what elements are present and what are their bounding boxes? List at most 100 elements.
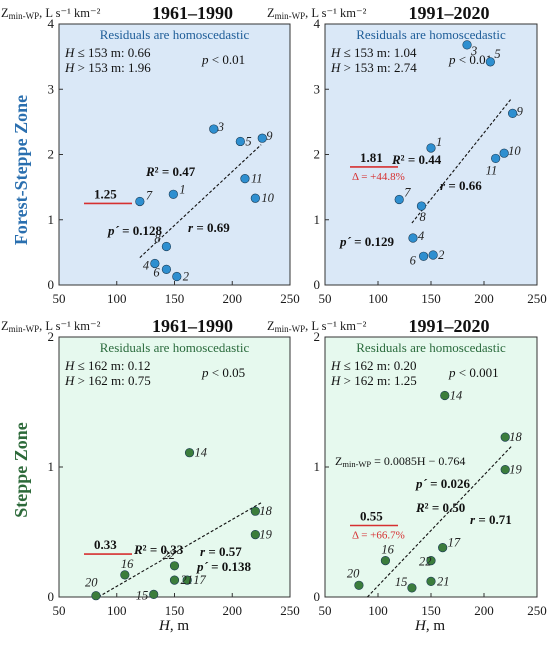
p-prime: p´ = 0.129	[339, 234, 395, 249]
point-label: 16	[121, 557, 134, 571]
y-tick-label: 2	[48, 329, 55, 344]
x-axis-label: H, m	[158, 618, 189, 634]
r-squared: R² = 0.44	[391, 152, 442, 167]
zone-label-steppe: Steppe Zone	[11, 422, 31, 518]
data-point	[491, 153, 501, 164]
split-stat-line: H > 153 m: 2.74	[330, 60, 417, 75]
data-point	[161, 241, 172, 252]
residuals-note: Residuals are homoscedastic	[100, 27, 250, 42]
y-tick-label: 1	[314, 212, 321, 227]
data-point	[394, 194, 404, 205]
y-axis-label: Zmin-WP, L s⁻¹ km⁻²	[1, 6, 101, 21]
point-label: 2	[438, 248, 444, 262]
point-label: 21	[181, 573, 194, 587]
x-tick-label: 250	[527, 603, 547, 618]
x-tick-label: 200	[474, 603, 494, 618]
data-point	[257, 133, 267, 143]
x-tick-label: 250	[527, 291, 547, 306]
y-tick-label: 3	[314, 81, 321, 96]
data-point	[235, 136, 245, 147]
split-p-value: p < 0.01	[201, 52, 245, 67]
data-point	[500, 432, 510, 442]
point-label: 1	[179, 182, 185, 196]
x-tick-label: 200	[223, 291, 243, 306]
point-label: 7	[146, 188, 153, 202]
data-point	[182, 575, 192, 585]
split-stat-line: H ≤ 162 m: 0.12	[64, 358, 151, 373]
y-tick-label: 1	[314, 459, 321, 474]
panel-title: 1961–1990	[152, 3, 233, 23]
x-tick-label: 150	[421, 291, 441, 306]
trend-line	[139, 144, 262, 258]
point-label: 17	[448, 536, 461, 550]
mean-label: 1.81	[360, 150, 383, 165]
point-label: 18	[509, 430, 522, 444]
data-point	[416, 201, 427, 211]
correlation-r: r = 0.57	[200, 544, 242, 559]
point-label: 6	[153, 265, 160, 279]
point-label: 19	[259, 528, 272, 542]
data-point	[161, 264, 172, 274]
data-point	[120, 570, 130, 580]
point-label: 11	[486, 163, 498, 177]
residuals-note: Residuals are homoscedastic	[356, 340, 506, 355]
p-prime: p´ = 0.138	[196, 559, 252, 574]
point-label: 3	[470, 44, 477, 58]
y-tick-label: 1	[48, 459, 55, 474]
split-stat-line: H ≤ 153 m: 0.66	[64, 45, 151, 60]
y-axis-label: Zmin-WP, L s⁻¹ km⁻²	[267, 319, 367, 334]
data-point	[462, 40, 472, 50]
mean-label: 0.33	[94, 537, 117, 552]
data-point	[149, 589, 159, 600]
point-label: 8	[154, 232, 161, 246]
data-point	[500, 465, 510, 475]
data-point	[499, 148, 509, 158]
y-axis-label: Zmin-WP, L s⁻¹ km⁻²	[1, 319, 101, 334]
data-point	[168, 189, 178, 199]
data-point	[169, 575, 180, 585]
split-p-value: p < 0.05	[201, 365, 245, 380]
point-label: 4	[143, 258, 149, 272]
data-point	[91, 591, 101, 601]
x-tick-label: 150	[165, 603, 185, 618]
panel-title: 1961–1990	[152, 316, 233, 336]
y-tick-label: 0	[314, 277, 321, 292]
data-point	[407, 583, 417, 593]
y-tick-label: 1	[48, 212, 55, 227]
split-stat-line: H ≤ 162 m: 0.20	[330, 358, 417, 373]
split-stat-line: H ≤ 153 m: 1.04	[330, 45, 417, 60]
panel-title: 1991–2020	[409, 3, 490, 23]
r-squared: R² = 0.47	[145, 164, 196, 179]
data-point	[428, 250, 438, 260]
y-tick-label: 0	[48, 589, 55, 604]
trend-line	[97, 501, 263, 598]
y-tick-label: 2	[314, 147, 321, 162]
data-point	[150, 258, 160, 269]
point-label: 16	[381, 543, 394, 557]
point-label: 11	[251, 172, 263, 186]
data-point	[250, 506, 260, 516]
panel-title: 1991–2020	[409, 316, 490, 336]
p-prime: p´ = 0.128	[107, 223, 163, 238]
data-point	[438, 542, 448, 553]
data-point	[169, 561, 180, 571]
x-tick-label: 50	[319, 291, 332, 306]
r-squared: R² = 0.50	[415, 500, 465, 515]
split-stat-line: H > 162 m: 1.25	[330, 373, 417, 388]
data-point	[418, 251, 429, 261]
point-label: 6	[410, 253, 417, 267]
zone-label-forest: Forest-Steppe Zone	[11, 95, 31, 245]
data-point	[135, 196, 145, 207]
split-p-value: p < 0.01	[448, 52, 492, 67]
data-point	[172, 271, 182, 282]
data-point	[380, 555, 391, 566]
residuals-note: Residuals are homoscedastic	[100, 340, 250, 355]
point-label: 7	[404, 186, 411, 200]
x-tick-label: 50	[53, 603, 66, 618]
y-tick-label: 2	[48, 147, 55, 162]
